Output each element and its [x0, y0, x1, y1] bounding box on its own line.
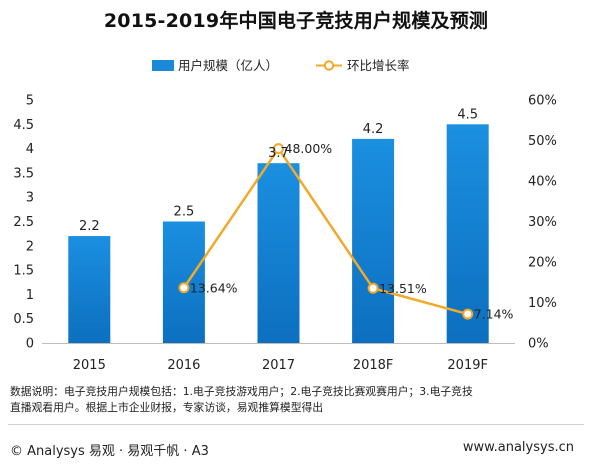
x-tick-label: 2019F [447, 358, 488, 373]
bar-value-label: 2.5 [174, 205, 195, 220]
bar [446, 124, 489, 343]
y-left-tick-label: 3.5 [13, 166, 34, 181]
data-note-line-1: 数据说明：电子竞技用户规模包括：1.电子竞技游戏用户；2.电子竞技比赛观赛用户；… [10, 385, 473, 398]
growth-rate-line [182, 146, 469, 316]
x-tick-label: 2015 [73, 358, 106, 373]
bar-value-label: 4.2 [363, 122, 384, 137]
growth-rate-point [462, 308, 474, 320]
y-left-tick-label: 0.5 [13, 312, 34, 327]
bar-value-label: 4.5 [457, 107, 478, 122]
legend-line-marker [323, 60, 335, 71]
data-note: 数据说明：电子竞技用户规模包括：1.电子竞技游戏用户；2.电子竞技比赛观赛用户；… [10, 384, 582, 416]
y-right-tick-label: 10% [528, 296, 557, 311]
bar [68, 236, 111, 343]
y-left-tick-label: 5 [26, 94, 34, 109]
x-tick-label: 2016 [167, 358, 200, 373]
y-left-tick-label: 1 [26, 288, 34, 303]
data-note-line-2: 直播观看用户。根据上市企业财报，专家访谈，易观推算模型得出 [10, 401, 324, 414]
bar [162, 221, 205, 343]
y-left-tick-label: 4.5 [13, 118, 34, 133]
growth-rate-label: 13.51% [379, 281, 427, 296]
y-right-tick-label: 20% [528, 256, 557, 271]
chart-legend: 用户规模（亿人） 环比增长率 [152, 58, 410, 73]
copyright-text: © Analysys 易观 · 易观千帆 · A3 [10, 444, 209, 459]
y-right-tick-label: 60% [528, 94, 557, 109]
y-left-tick-label: 3 [26, 191, 34, 206]
x-tick-label: 2018F [353, 358, 394, 373]
bar-value-label: 2.2 [79, 219, 100, 234]
legend-bar-swatch [152, 60, 174, 71]
growth-rate-label: 13.64% [190, 280, 238, 295]
y-right-tick-label: 40% [528, 175, 557, 190]
y-left-tick-label: 2.5 [13, 215, 34, 230]
growth-rate-label: 48.00% [285, 141, 333, 156]
legend-line-label: 环比增长率 [347, 58, 410, 73]
bar-value-label: 3.7 [268, 146, 289, 161]
website-link[interactable]: www.analysys.cn [462, 440, 574, 455]
x-tick-label: 2017 [262, 358, 295, 373]
growth-rate-label: 7.14% [474, 307, 514, 322]
growth-rate-point [178, 282, 190, 294]
y-right-tick-label: 30% [528, 215, 557, 230]
combo-chart: 用户规模（亿人） 环比增长率 0 0.5 1 1.5 2 2.5 3 3.5 4 4.5 5 0% 1… [13, 58, 557, 373]
y-left-tick-label: 0 [26, 337, 34, 352]
growth-rate-point [367, 282, 379, 294]
y-left-tick-label: 2 [26, 239, 34, 254]
bar [257, 163, 300, 343]
y-left-tick-label: 4 [26, 142, 34, 157]
legend-bar-label: 用户规模（亿人） [178, 58, 278, 73]
y-right-tick-label: 50% [528, 134, 557, 149]
page-title: 2015-2019年中国电子竞技用户规模及预测 [103, 10, 489, 32]
bar [352, 138, 395, 343]
growth-rate-point [273, 143, 284, 155]
footer-divider [8, 424, 584, 425]
y-left-tick-label: 1.5 [13, 264, 34, 279]
y-right-tick-label: 0% [528, 337, 549, 352]
